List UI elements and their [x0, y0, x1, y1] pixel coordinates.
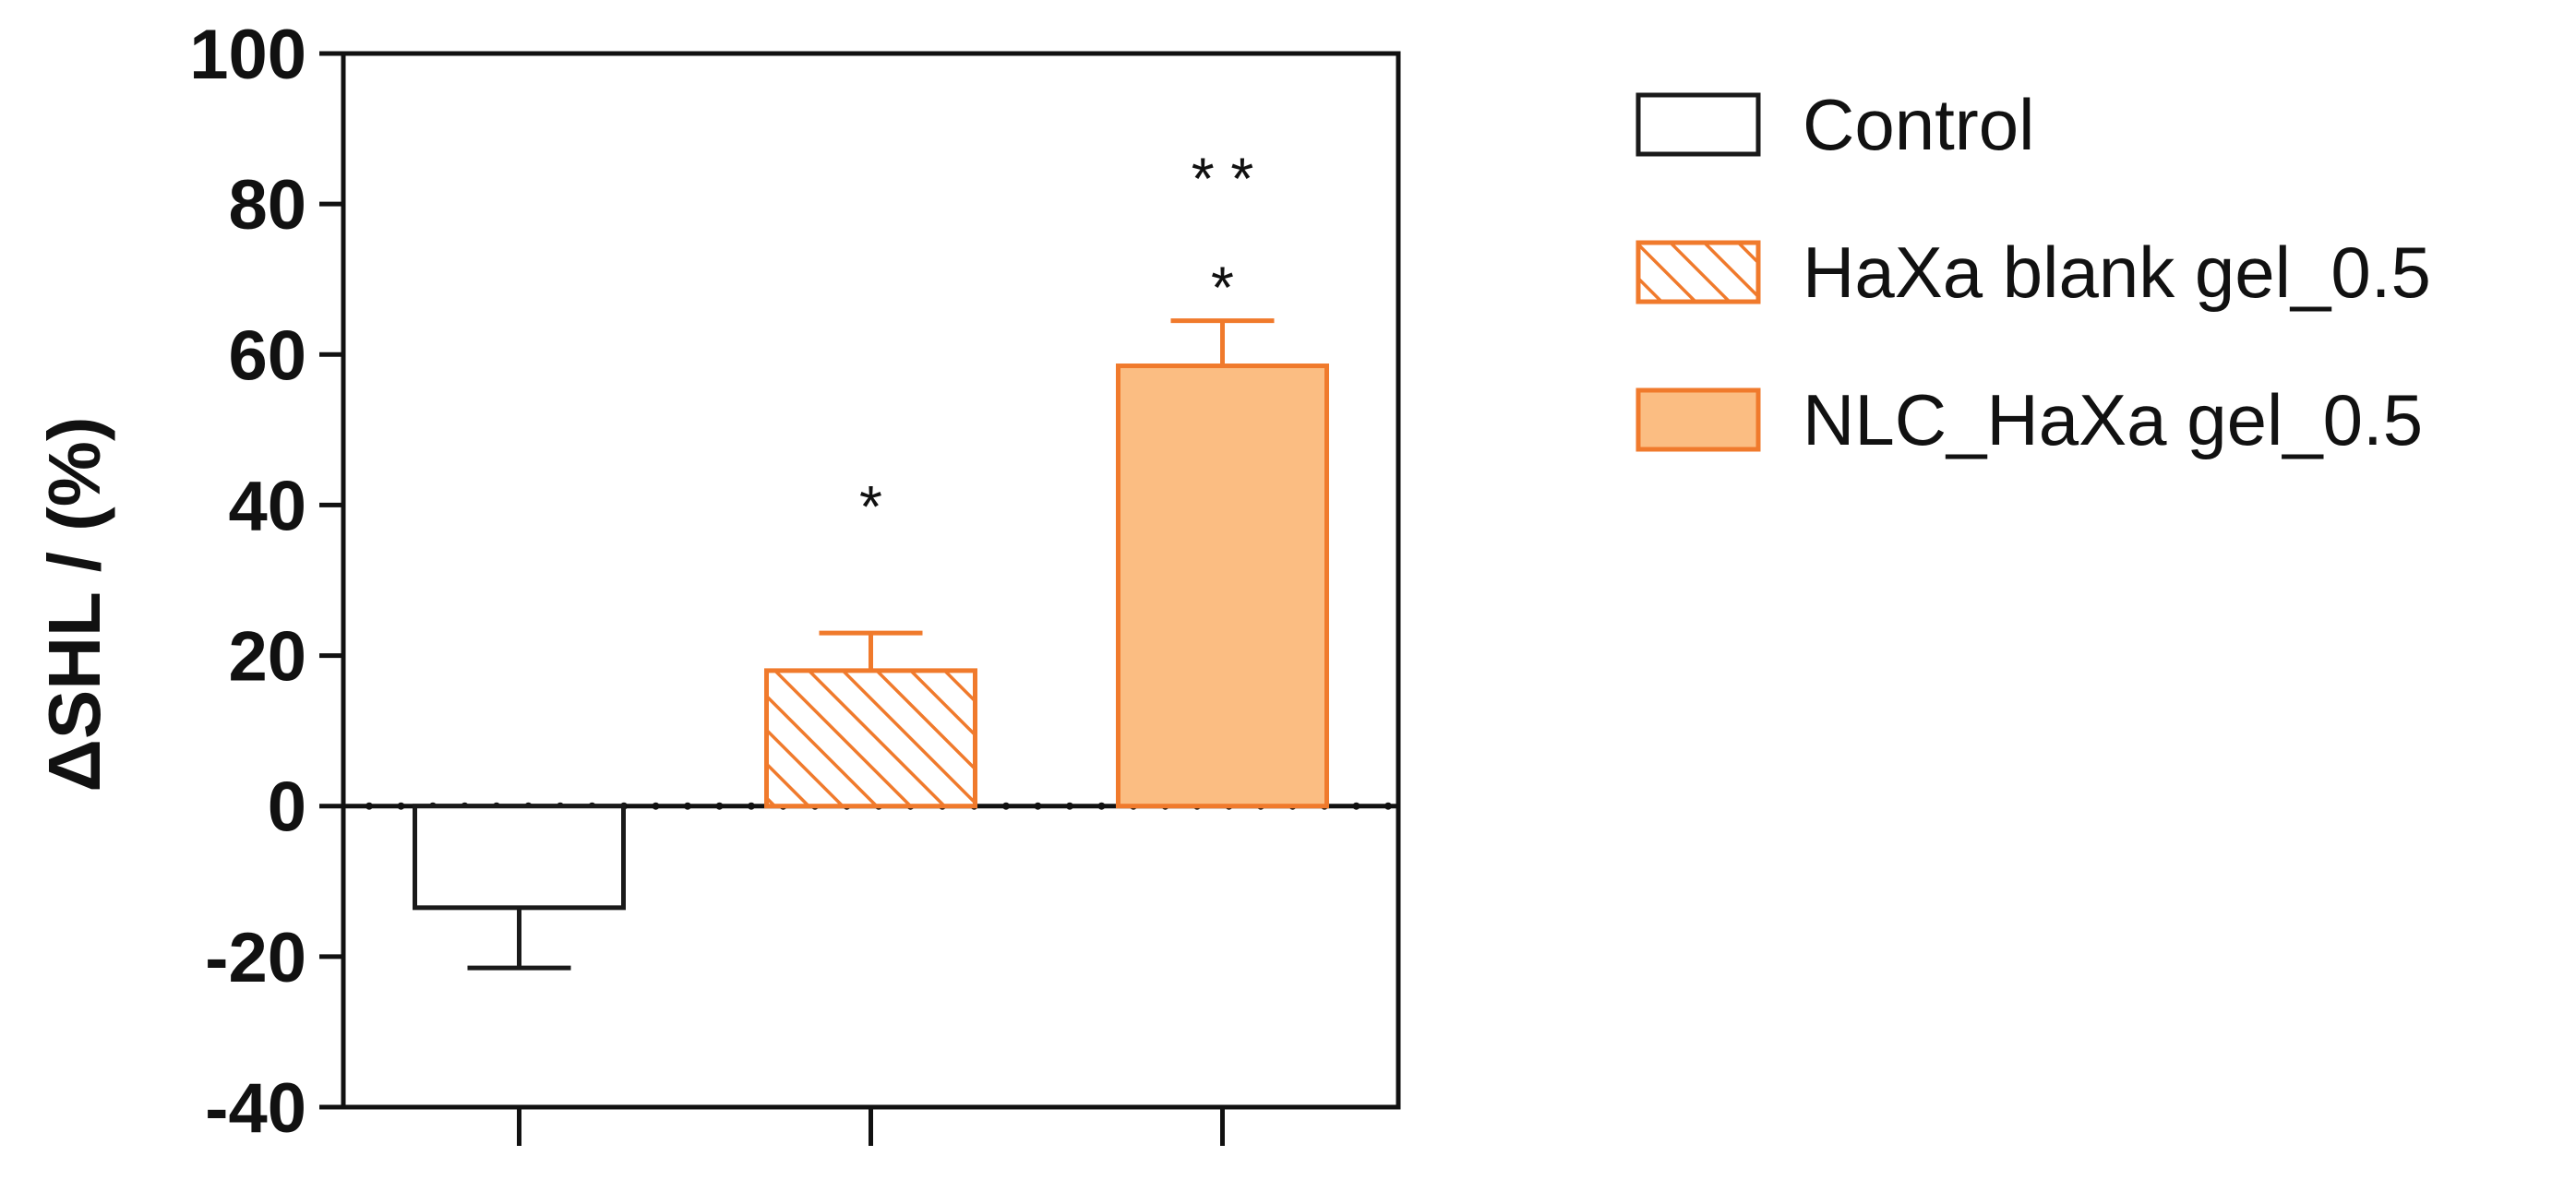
y-tick-label: -20	[205, 919, 306, 997]
bar-2	[764, 668, 977, 809]
legend-label: NLC_HaXa gel_0.5	[1803, 379, 2423, 460]
zero-line-dot	[1384, 802, 1392, 810]
y-tick-label: 0	[268, 769, 306, 847]
bar-3	[1116, 364, 1329, 809]
zero-line-dot	[748, 802, 755, 810]
zero-line-dot	[1097, 802, 1106, 810]
y-axis-label: ΔSHL / (%)	[33, 416, 115, 792]
significance-asterisk: *	[1211, 255, 1234, 321]
y-tick-label: 40	[228, 467, 306, 545]
legend-swatch	[1635, 387, 1761, 452]
y-tick-label: -40	[205, 1069, 306, 1148]
zero-line-dot	[652, 802, 660, 810]
zero-line-dot	[1002, 802, 1010, 810]
zero-line-dot	[684, 802, 691, 810]
significance-asterisk: * *	[1192, 146, 1254, 212]
zero-line-dot	[365, 802, 373, 810]
zero-line-dot	[715, 802, 724, 810]
bars	[413, 318, 1329, 971]
bar-1	[413, 804, 626, 911]
legend-swatch	[1635, 240, 1761, 304]
y-tick-label: 100	[189, 16, 306, 94]
legend-label: Control	[1803, 84, 2034, 165]
zero-line-dot	[1352, 802, 1360, 810]
significance-asterisk: *	[859, 473, 882, 540]
significance-markers: * * * *	[859, 146, 1253, 541]
legend-label: HaXa blank gel_0.5	[1803, 232, 2431, 313]
y-tick-label: 80	[228, 166, 306, 244]
legend-swatch	[1635, 92, 1761, 157]
zero-line-dot	[1066, 802, 1073, 810]
y-tick-label: 20	[228, 618, 306, 697]
zero-line-dot	[397, 802, 405, 810]
y-tick-label: 60	[228, 316, 306, 395]
legend: Control HaXa blank gel_0.5 NLC_HaXa gel_0.…	[1635, 84, 2431, 460]
zero-line-dot	[1034, 802, 1042, 810]
